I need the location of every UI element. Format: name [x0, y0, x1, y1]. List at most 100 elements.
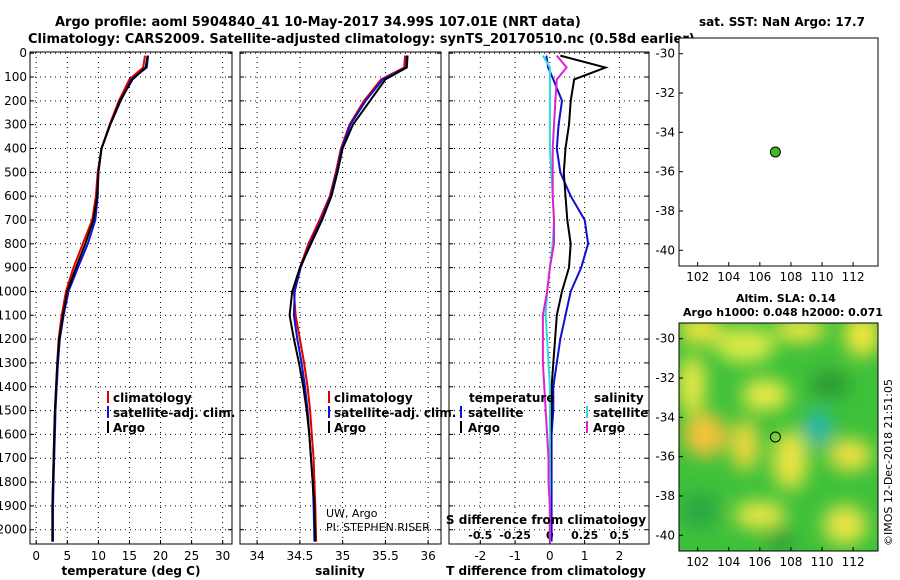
salinity-panel — [239, 51, 442, 545]
difference-top-label: S difference from climatology — [446, 513, 646, 527]
map-xtick-label: 104 — [717, 555, 740, 569]
difference-xtick-label: 2 — [616, 549, 624, 563]
depth-tick-label: 700 — [4, 213, 27, 227]
sla-heatmap — [679, 323, 878, 551]
s-diff-tick-label: -0.5 — [468, 529, 492, 542]
depth-tick-label: 1800 — [0, 475, 27, 489]
legend-label-argo: Argo — [113, 421, 145, 435]
depth-tick-label: 1300 — [0, 356, 27, 370]
series-layer — [51, 54, 609, 542]
sst-map-title: sat. SST: NaN Argo: 17.7 — [699, 15, 865, 29]
map-ytick-label: -30 — [655, 47, 675, 61]
tick-layer: 0 5 10 15 20 25 30 34 34.5 35 35.5 36 -2 -1 0 1 20100200… — [0, 46, 649, 563]
map-ytick-label: -34 — [655, 410, 675, 424]
temperature-xtick-label: 20 — [153, 549, 168, 563]
salinity-legend: climatology satellite-adj. clim. Argo — [328, 391, 456, 435]
legend-label-s-satellite: satellite — [593, 406, 648, 420]
credit-line-1: UW, Argo — [326, 507, 378, 520]
salinity-xlabel: salinity — [315, 564, 365, 578]
map-xtick-label: 110 — [811, 270, 834, 284]
difference-xtick-label: 1 — [581, 549, 589, 563]
salinity-xtick-label: 34.5 — [287, 549, 314, 563]
depth-tick-label: 1000 — [0, 284, 27, 298]
map-xtick-label: 108 — [779, 555, 802, 569]
legend-label-argo: Argo — [334, 421, 366, 435]
map-xtick-label: 112 — [842, 270, 865, 284]
sla-map-title-1: Altim. SLA: 0.14 — [736, 292, 836, 305]
sla-map-title-2: Argo h1000: 0.048 h2000: 0.071 — [683, 306, 883, 319]
difference-series-salinity-argo — [541, 54, 568, 542]
temperature-xtick-label: 5 — [63, 549, 71, 563]
depth-tick-label: 1200 — [0, 332, 27, 346]
depth-tick-label: 900 — [4, 261, 27, 275]
sst-map-axes: -30 -32 -34 -36 -38 -40 102 104 106 108 110 112 — [655, 47, 864, 284]
salinity-xtick-label: 36 — [421, 549, 436, 563]
legend-label-s-argo: Argo — [593, 421, 625, 435]
map-ytick-label: -34 — [655, 125, 675, 139]
depth-tick-label: 600 — [4, 189, 27, 203]
side-stamp: ©IMOS 12-Dec-2018 21:51:05 — [882, 379, 895, 546]
title-line-2: Climatology: CARS2009. Satellite-adjuste… — [28, 32, 695, 47]
legend-label-satellite: satellite-adj. clim. — [334, 406, 456, 420]
map-ytick-label: -40 — [655, 528, 675, 542]
difference-legend: temperature satellite Argo salinity sate… — [460, 391, 648, 435]
map-ytick-label: -38 — [655, 489, 675, 503]
s-diff-tick-label: -0.25 — [499, 529, 531, 542]
float-position-marker — [769, 431, 781, 443]
difference-xlabel: T difference from climatology — [446, 564, 646, 578]
difference-series-temperature-satellite — [545, 55, 590, 542]
legend-label-t-argo: Argo — [468, 421, 500, 435]
difference-xtick-label: -1 — [509, 549, 521, 563]
depth-tick-label: 2000 — [0, 523, 27, 537]
sla-map-frame — [678, 322, 879, 552]
difference-panel — [448, 51, 650, 545]
legend-title-salinity: salinity — [594, 391, 644, 405]
depth-tick-label: 0 — [19, 46, 27, 60]
depth-tick-label: 200 — [4, 94, 27, 108]
map-ytick-label: -30 — [655, 332, 675, 346]
map-ytick-label: -38 — [655, 204, 675, 218]
legend-label-t-satellite: satellite — [468, 406, 523, 420]
map-xtick-label: 104 — [717, 270, 740, 284]
map-ytick-label: -32 — [655, 86, 675, 100]
depth-tick-label: 300 — [4, 118, 27, 132]
depth-tick-label: 1700 — [0, 451, 27, 465]
salinity-series-argo — [288, 55, 409, 542]
map-xtick-label: 102 — [686, 270, 709, 284]
difference-xtick-label: 0 — [546, 549, 554, 563]
salinity-xtick-label: 34 — [249, 549, 264, 563]
float-position-marker — [769, 146, 781, 158]
map-xtick-label: 102 — [686, 555, 709, 569]
temperature-series-satellite-adj-clim- — [52, 55, 150, 542]
temperature-series-argo — [51, 55, 149, 542]
map-xtick-label: 112 — [842, 555, 865, 569]
map-xtick-label: 110 — [811, 555, 834, 569]
sla-map-axes: -30 -32 -34 -36 -38 -40 102 104 106 108 110 112 — [655, 332, 864, 569]
legend-label-climatology: climatology — [334, 391, 413, 405]
s-diff-tick-label: 0.25 — [571, 529, 598, 542]
salinity-xtick-label: 35 — [335, 549, 350, 563]
title-line-1: Argo profile: aoml 5904840_41 10-May-201… — [55, 15, 581, 30]
grid-layer — [30, 52, 649, 544]
salinity-xtick-label: 35.5 — [372, 549, 399, 563]
map-ytick-label: -32 — [655, 371, 675, 385]
map-xtick-label: 106 — [748, 555, 771, 569]
temperature-panel — [29, 51, 233, 545]
temperature-xtick-label: 15 — [122, 549, 137, 563]
temperature-xtick-label: 0 — [32, 549, 40, 563]
s-diff-tick-label: 0.5 — [610, 529, 630, 542]
map-xtick-label: 106 — [748, 270, 771, 284]
depth-tick-label: 1100 — [0, 308, 27, 322]
depth-tick-label: 500 — [4, 165, 27, 179]
map-xtick-label: 108 — [779, 270, 802, 284]
difference-xtick-label: -2 — [474, 549, 486, 563]
temperature-xtick-label: 10 — [91, 549, 106, 563]
depth-tick-label: 400 — [4, 141, 27, 155]
depth-tick-label: 1900 — [0, 499, 27, 513]
depth-tick-label: 1600 — [0, 427, 27, 441]
legend-label-satellite: satellite-adj. clim. — [113, 406, 235, 420]
depth-tick-label: 1500 — [0, 404, 27, 418]
depth-tick-label: 800 — [4, 237, 27, 251]
legend-label-climatology: climatology — [113, 391, 192, 405]
